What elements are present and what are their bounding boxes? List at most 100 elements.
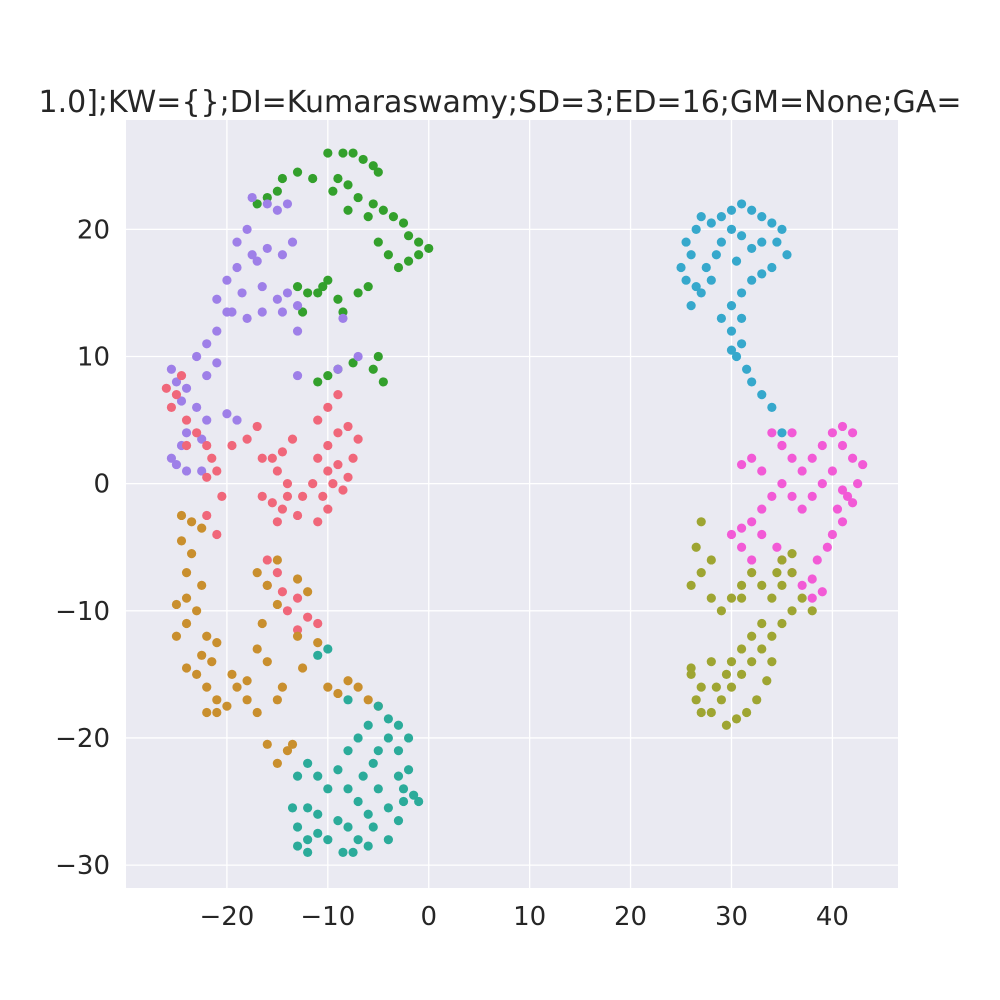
data-point bbox=[787, 428, 797, 438]
data-point bbox=[262, 739, 272, 749]
data-point bbox=[282, 491, 293, 501]
data-point bbox=[252, 199, 262, 209]
data-point bbox=[292, 301, 303, 311]
data-point bbox=[343, 676, 353, 686]
data-point bbox=[757, 237, 767, 247]
data-point bbox=[747, 243, 757, 254]
data-point bbox=[272, 517, 282, 527]
data-point bbox=[353, 192, 363, 203]
data-point bbox=[787, 491, 797, 501]
data-point bbox=[313, 415, 323, 425]
data-point bbox=[414, 796, 424, 807]
data-point bbox=[202, 339, 212, 349]
data-point bbox=[303, 847, 313, 857]
data-point bbox=[393, 771, 404, 781]
data-point bbox=[747, 275, 757, 285]
data-point bbox=[424, 243, 434, 254]
data-point bbox=[797, 466, 807, 476]
data-point bbox=[227, 440, 237, 451]
data-point bbox=[691, 695, 701, 705]
data-point bbox=[363, 841, 373, 851]
data-point bbox=[192, 428, 202, 438]
data-point bbox=[726, 205, 737, 215]
data-point bbox=[378, 205, 388, 215]
y-tick-label: −10 bbox=[55, 597, 110, 627]
data-point bbox=[691, 542, 701, 552]
data-point bbox=[212, 326, 222, 336]
data-point bbox=[313, 618, 323, 629]
data-point bbox=[242, 313, 252, 323]
data-point bbox=[272, 599, 282, 610]
data-point bbox=[272, 568, 282, 578]
data-point bbox=[338, 313, 348, 323]
data-point bbox=[353, 434, 363, 444]
data-point bbox=[726, 301, 737, 311]
data-point bbox=[837, 440, 848, 451]
data-point bbox=[747, 568, 757, 578]
data-point bbox=[403, 733, 414, 743]
data-point bbox=[797, 593, 807, 603]
data-point bbox=[832, 504, 843, 514]
data-point bbox=[383, 803, 393, 813]
data-point bbox=[373, 746, 383, 756]
data-point bbox=[817, 479, 827, 489]
data-point bbox=[403, 256, 414, 266]
data-point bbox=[731, 351, 742, 362]
data-point bbox=[197, 580, 207, 590]
data-point bbox=[393, 816, 404, 826]
data-point bbox=[262, 657, 272, 667]
data-point bbox=[787, 606, 797, 616]
data-point bbox=[257, 491, 267, 501]
data-point bbox=[736, 339, 747, 349]
data-point bbox=[742, 707, 752, 718]
data-point bbox=[847, 453, 858, 463]
data-point bbox=[161, 383, 171, 393]
data-point bbox=[393, 262, 404, 273]
data-point bbox=[414, 250, 424, 260]
data-point bbox=[731, 256, 742, 266]
data-point bbox=[691, 281, 701, 292]
data-point bbox=[363, 809, 373, 819]
data-point bbox=[222, 307, 232, 317]
data-point bbox=[181, 568, 192, 578]
data-point bbox=[328, 186, 338, 196]
data-point bbox=[767, 631, 777, 641]
data-point bbox=[292, 574, 303, 584]
data-point bbox=[842, 491, 853, 501]
data-point bbox=[303, 758, 313, 768]
data-point bbox=[747, 377, 757, 387]
data-point bbox=[686, 250, 696, 260]
data-point bbox=[272, 205, 282, 215]
data-point bbox=[827, 428, 838, 438]
data-point bbox=[343, 822, 353, 832]
data-point bbox=[298, 307, 308, 317]
series-0 bbox=[252, 148, 434, 387]
data-point bbox=[222, 701, 232, 711]
data-point bbox=[257, 281, 267, 292]
data-point bbox=[292, 593, 303, 603]
data-point bbox=[292, 167, 303, 177]
data-point bbox=[711, 682, 721, 692]
data-point bbox=[736, 580, 747, 590]
data-point bbox=[847, 498, 858, 508]
data-point bbox=[197, 434, 207, 444]
data-point bbox=[242, 434, 252, 444]
data-point bbox=[757, 618, 767, 629]
data-point bbox=[696, 707, 706, 718]
data-point bbox=[313, 650, 323, 660]
data-point bbox=[686, 580, 696, 590]
data-point bbox=[181, 466, 192, 476]
data-point bbox=[373, 237, 383, 247]
data-point bbox=[323, 644, 333, 654]
data-point bbox=[721, 720, 732, 730]
data-point bbox=[777, 224, 787, 234]
data-point bbox=[343, 180, 353, 190]
data-point bbox=[807, 491, 817, 501]
data-point bbox=[323, 275, 333, 285]
data-point bbox=[398, 796, 409, 807]
y-axis-ticks: −30 −20 −10 0 10 20 bbox=[55, 215, 110, 881]
data-point bbox=[767, 218, 777, 228]
data-point bbox=[176, 396, 187, 406]
data-point bbox=[313, 377, 323, 387]
data-point bbox=[202, 472, 212, 482]
